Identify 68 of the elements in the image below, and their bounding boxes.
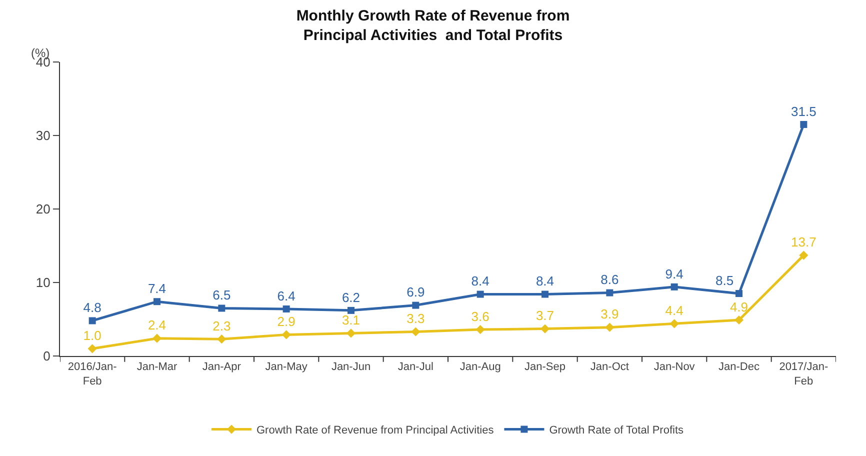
point (670, 283, 678, 290)
data-label: 3.1 (342, 312, 360, 328)
y-axis-title: (%) (31, 46, 50, 60)
point (476, 324, 485, 334)
y-tick-label: 0 (43, 348, 50, 364)
y-tick-label: 10 (36, 275, 50, 290)
point (88, 317, 96, 324)
data-label: 3.3 (406, 311, 425, 326)
point (217, 334, 226, 344)
y-tick-label: 20 (36, 202, 50, 217)
x-tick-label: Jan-Jul (398, 361, 434, 374)
point (670, 319, 679, 328)
data-label: 4.8 (83, 300, 102, 316)
point (152, 334, 162, 343)
x-tick-label: 2017/Jan-Feb (779, 361, 828, 388)
point (218, 304, 226, 312)
legend-label: Growth Rate of Revenue from Principal Activities (256, 424, 494, 437)
point (411, 327, 420, 336)
x-tick-label: Jan-Apr (202, 361, 242, 374)
x-tick-label: Jan-Jun (331, 361, 371, 374)
point (799, 250, 808, 260)
data-label: 3.6 (471, 308, 490, 324)
point (800, 120, 808, 128)
point (606, 289, 614, 296)
x-tick-label: 2016/Jan-Feb (68, 361, 118, 388)
data-label: 4.9 (730, 299, 748, 314)
point (605, 322, 614, 332)
point (154, 298, 160, 306)
x-tick-label: Jan-Sep (524, 361, 566, 374)
point (282, 330, 291, 340)
y-tick-label: 30 (36, 128, 50, 144)
data-label: 13.7 (791, 234, 816, 250)
x-tick-label: Jan-Nov (654, 361, 696, 374)
data-label: 1.0 (83, 328, 102, 344)
x-tick-label: Jan-Mar (136, 361, 178, 374)
data-label: 2.3 (212, 318, 231, 334)
point (476, 290, 484, 298)
data-label: 2.9 (277, 314, 296, 330)
point (348, 306, 354, 314)
data-label: 7.4 (148, 280, 166, 296)
point (540, 324, 550, 334)
point (542, 290, 548, 298)
data-label: 31.5 (791, 104, 816, 119)
data-label: 2.4 (148, 318, 166, 333)
data-label: 8.4 (536, 274, 554, 289)
data-label: 6.5 (212, 288, 231, 303)
legend-label: Growth Rate of Total Profits (549, 424, 684, 437)
data-label: 4.4 (665, 303, 684, 318)
data-label: 3.7 (536, 308, 554, 324)
x-tick-label: Jan-Oct (590, 361, 629, 374)
data-label: 9.4 (665, 266, 684, 282)
x-tick-label: Jan-Aug (460, 361, 501, 374)
point (346, 328, 356, 338)
data-label: 3.9 (600, 306, 619, 322)
data-label: 8.6 (600, 272, 619, 288)
point (412, 302, 420, 309)
data-label: 8.4 (471, 274, 490, 289)
x-tick-label: Jan-Dec (718, 361, 760, 374)
x-tick-label: Jan-May (265, 361, 308, 374)
data-label: 6.2 (342, 290, 360, 305)
chart-title: Monthly Growth Rate of Revenue from Principal Activities and Total Profits (296, 8, 570, 44)
point (734, 315, 744, 325)
data-label: 6.9 (406, 284, 425, 300)
point (282, 305, 290, 312)
point (88, 344, 97, 354)
data-label: 6.4 (277, 288, 296, 304)
data-label: 8.5 (716, 272, 734, 288)
point (736, 290, 742, 298)
